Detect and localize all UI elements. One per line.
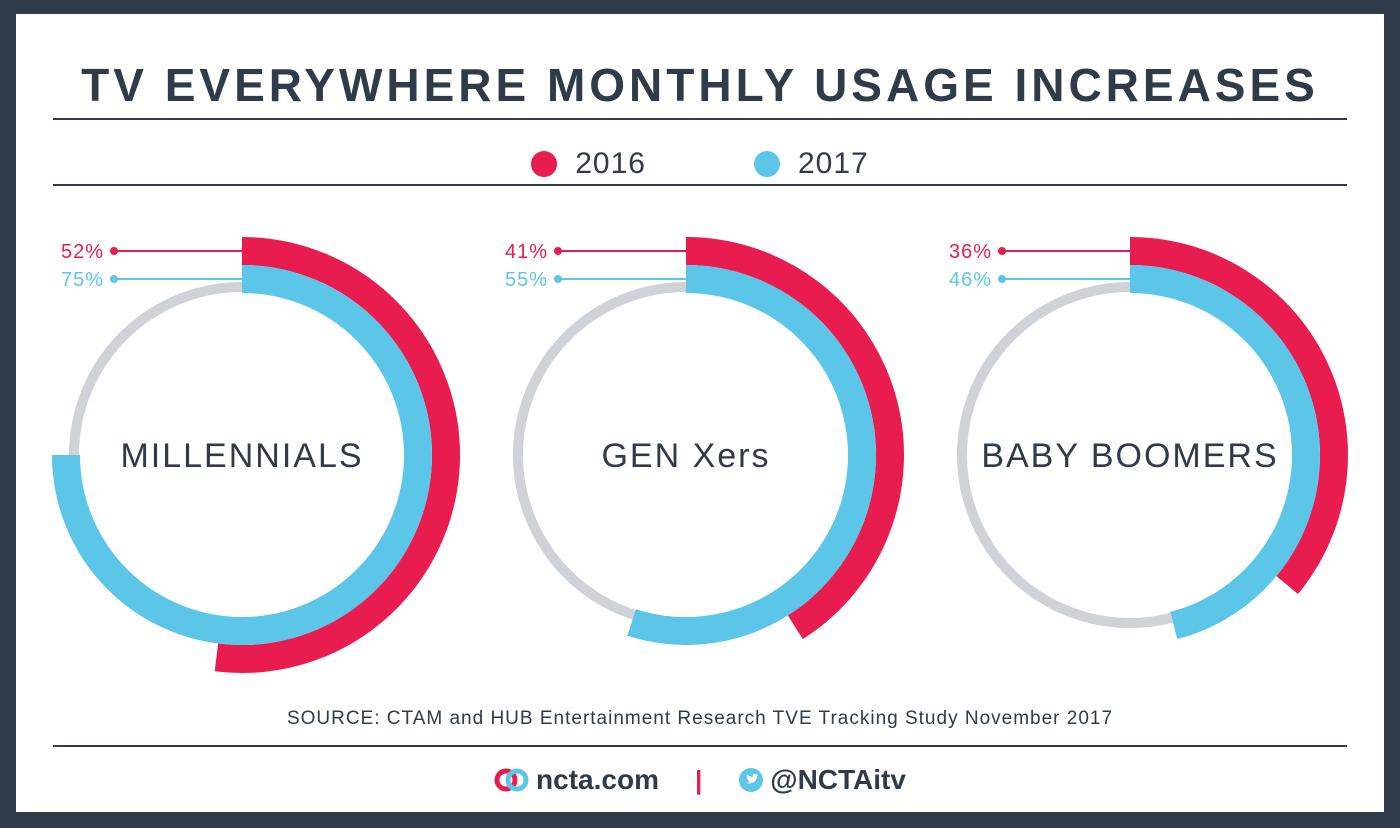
leader-dot-2017-baby-boomers xyxy=(998,275,1006,283)
radial-chart: 52% 75% MILLENNIALS 41% 55% GEN Xers 36% 46% BAB… xyxy=(52,237,1348,673)
legend-divider xyxy=(53,184,1347,186)
leader-dot-2016-baby-boomers xyxy=(998,247,1006,255)
category-label-gen-xers: GEN Xers xyxy=(601,437,770,475)
top-divider xyxy=(53,118,1347,120)
leader-dot-2016-gen-xers xyxy=(554,247,562,255)
footer-twitter-handle[interactable]: @NCTAitv xyxy=(770,764,906,795)
arc-2016-millennials xyxy=(214,237,460,673)
leader-dot-2017-millennials xyxy=(110,275,118,283)
footer-site[interactable]: ncta.com xyxy=(536,764,659,795)
legend-label-2017: 2017 xyxy=(798,147,869,180)
bottom-divider xyxy=(53,745,1347,747)
value-label-2017-millennials: 75% xyxy=(61,269,104,291)
page-title: TV EVERYWHERE MONTHLY USAGE INCREASES xyxy=(81,59,1319,111)
value-label-2016-gen-xers: 41% xyxy=(505,241,548,263)
legend-label-2016: 2016 xyxy=(575,147,646,180)
footer: ncta.com | @NCTAitv xyxy=(16,760,1384,800)
category-label-millennials: MILLENNIALS xyxy=(120,437,363,475)
value-label-2016-millennials: 52% xyxy=(61,241,104,263)
value-label-2017-baby-boomers: 46% xyxy=(949,269,992,291)
arc-2016-gen-xers xyxy=(685,237,904,640)
ncta-logo-icon xyxy=(494,768,529,792)
footer-separator: | xyxy=(694,764,703,795)
source-note: SOURCE: CTAM and HUB Entertainment Resea… xyxy=(286,708,1114,729)
legend-dot-2016 xyxy=(531,151,558,177)
twitter-bird-icon xyxy=(739,768,764,792)
footer-brand: ncta.com xyxy=(494,764,659,796)
arc-2017-gen-xers xyxy=(627,265,876,645)
legend-dot-2017 xyxy=(754,151,780,177)
leader-dot-2016-millennials xyxy=(110,247,118,255)
leader-dot-2017-gen-xers xyxy=(554,275,562,283)
legend: 2016 2017 xyxy=(16,142,1384,186)
value-label-2017-gen-xers: 55% xyxy=(505,269,548,291)
arc-2017-millennials xyxy=(52,265,432,645)
value-label-2016-baby-boomers: 36% xyxy=(949,241,992,263)
legend-item-2016: 2016 xyxy=(531,147,646,181)
arc-2016-baby-boomers xyxy=(1129,237,1348,594)
legend-item-2017: 2017 xyxy=(754,147,869,181)
arc-2017-baby-boomers xyxy=(1129,265,1320,640)
category-label-baby-boomers: BABY BOOMERS xyxy=(981,437,1278,475)
infographic-card: TV EVERYWHERE MONTHLY USAGE INCREASES 20… xyxy=(16,14,1384,812)
footer-twitter: @NCTAitv xyxy=(738,764,906,796)
